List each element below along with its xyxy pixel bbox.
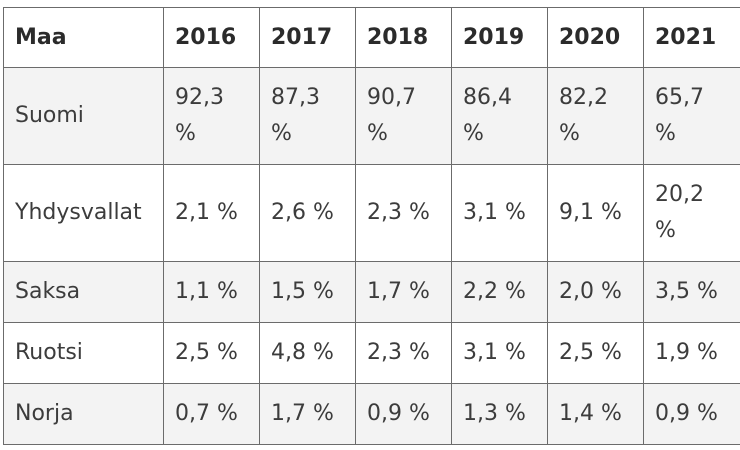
table-cell: 82,2 % (547, 67, 644, 165)
table-cell: 1,4 % (547, 383, 644, 445)
table-cell: 0,7 % (163, 383, 260, 445)
table-row: Ruotsi 2,5 % 4,8 % 2,3 % 3,1 % 2,5 % 1,9… (3, 322, 740, 384)
table-cell: 1,7 % (355, 261, 452, 323)
table-row: Suomi 92,3 % 87,3 % 90,7 % 86,4 % 82,2 %… (3, 67, 740, 165)
table-cell: 92,3 % (163, 67, 260, 165)
table-row: Norja 0,7 % 1,7 % 0,9 % 1,3 % 1,4 % 0,9 … (3, 383, 740, 445)
table-cell: 0,9 % (643, 383, 740, 445)
table-cell: 65,7 % (643, 67, 740, 165)
row-country: Saksa (3, 261, 164, 323)
table-cell: 0,9 % (355, 383, 452, 445)
table-cell: 2,1 % (163, 164, 260, 262)
table-cell: 4,8 % (259, 322, 356, 384)
header-year-2019: 2019 (451, 7, 548, 68)
row-country: Yhdysvallat (3, 164, 164, 262)
table-cell: 3,5 % (643, 261, 740, 323)
header-year-2016: 2016 (163, 7, 260, 68)
header-year-2020: 2020 (547, 7, 644, 68)
table-cell: 20,2 % (643, 164, 740, 262)
table-cell: 9,1 % (547, 164, 644, 262)
table-cell: 3,1 % (451, 164, 548, 262)
header-year-2017: 2017 (259, 7, 356, 68)
table-cell: 2,5 % (163, 322, 260, 384)
table-cell: 3,1 % (451, 322, 548, 384)
table-cell: 2,3 % (355, 322, 452, 384)
table-cell: 87,3 % (259, 67, 356, 165)
row-country: Ruotsi (3, 322, 164, 384)
table-cell: 2,0 % (547, 261, 644, 323)
table-row: Saksa 1,1 % 1,5 % 1,7 % 2,2 % 2,0 % 3,5 … (3, 261, 740, 323)
header-year-2021: 2021 (643, 7, 740, 68)
table-cell: 90,7 % (355, 67, 452, 165)
table-cell: 1,1 % (163, 261, 260, 323)
table-cell: 2,3 % (355, 164, 452, 262)
table-cell: 86,4 % (451, 67, 548, 165)
table-row: Yhdysvallat 2,1 % 2,6 % 2,3 % 3,1 % 9,1 … (3, 164, 740, 262)
country-share-table: Maa 2016 2017 2018 2019 2020 2021 Suomi … (3, 7, 740, 445)
table-cell: 1,5 % (259, 261, 356, 323)
table-cell: 2,6 % (259, 164, 356, 262)
table-cell: 2,5 % (547, 322, 644, 384)
row-country: Suomi (3, 67, 164, 165)
row-country: Norja (3, 383, 164, 445)
header-year-2018: 2018 (355, 7, 452, 68)
header-country: Maa (3, 7, 164, 68)
table-header-row: Maa 2016 2017 2018 2019 2020 2021 (3, 7, 740, 68)
table-cell: 2,2 % (451, 261, 548, 323)
table-cell: 1,9 % (643, 322, 740, 384)
table-cell: 1,3 % (451, 383, 548, 445)
table-cell: 1,7 % (259, 383, 356, 445)
